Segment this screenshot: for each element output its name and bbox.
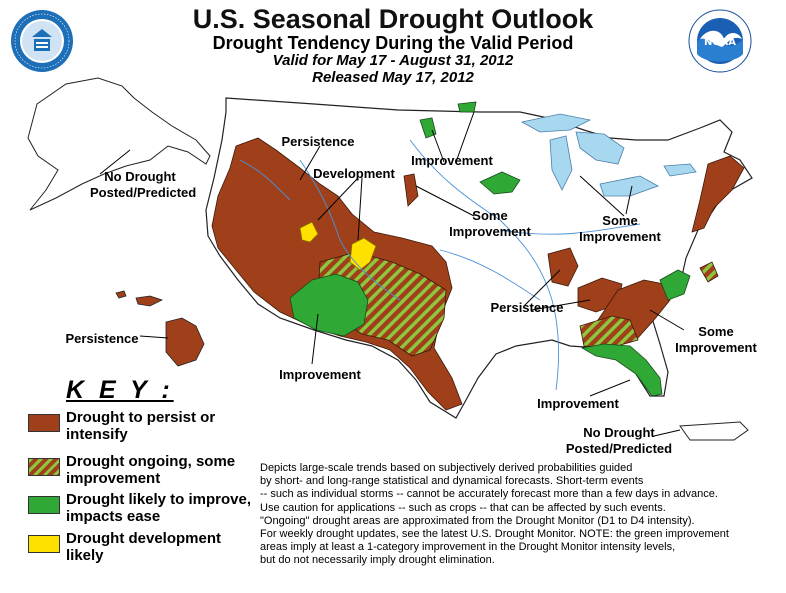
legend-persist-line2: intensify [66, 426, 128, 443]
map-subtitle: Drought Tendency During the Valid Period [212, 33, 574, 53]
valid-period: Valid for May 17 - August 31, 2012 [272, 52, 514, 69]
central-some-improvement-label: Some Improvement [440, 208, 540, 240]
great-lakes [520, 113, 697, 197]
legend-some-improvement-line2: improvement [66, 470, 161, 487]
map-title: U.S. Seasonal Drought Outlook [192, 4, 594, 34]
fl-improvement-label: Improvement [537, 396, 619, 411]
release-date: Released May 17, 2012 [312, 69, 474, 86]
se-some-improvement-label: Some Improvement [666, 324, 766, 356]
legend-some-improvement-line1: Drought ongoing, some [66, 453, 236, 470]
se-label-line2: Improvement [675, 340, 757, 355]
legend-heading: K E Y : [66, 376, 174, 404]
development-label: Development [313, 166, 395, 181]
legend-development-line2: likely [66, 547, 104, 564]
legend-label-development: Drought development likely [66, 530, 221, 564]
drought-some-improvement-areas [317, 251, 719, 357]
noaa-wordmark: NOAA [704, 37, 736, 48]
north-improvement-label: Improvement [411, 153, 493, 168]
drought-improve-areas [289, 101, 691, 397]
legend-label-improve: Drought likely to improve, impacts ease [66, 491, 251, 525]
legend-development-line1: Drought development [66, 530, 222, 547]
se-label-line1: Some [698, 324, 734, 339]
central-label-line1: Some [472, 208, 508, 223]
hawaii-region [115, 290, 205, 367]
legend-label-some-improvement: Drought ongoing, some improvement [66, 453, 235, 487]
description-line: by short- and long-range statistical and… [260, 475, 644, 488]
sw-improvement-label: Improvement [279, 367, 361, 382]
legend-improve-line2: impacts ease [66, 508, 161, 525]
nw-persistence-label: Persistence [281, 134, 355, 149]
description-line: areas imply at least a 1-category improv… [260, 541, 676, 554]
legend-swatch-development [28, 535, 60, 553]
legend-swatch-persist [28, 414, 60, 432]
drought-development-areas [299, 221, 377, 271]
map-description: Depicts large-scale trends based on subj… [260, 462, 729, 568]
hawaii-label: Persistence [65, 331, 139, 346]
puerto-rico-label: No Drought Posted/Predicted [554, 425, 684, 457]
central-label-line2: Improvement [449, 224, 531, 239]
legend-swatch-some-improvement [28, 458, 60, 476]
alaska-label: No Drought Posted/Predicted [90, 169, 197, 201]
alaska-label-line1: No Drought [104, 169, 176, 184]
alaska-label-line2: Posted/Predicted [90, 185, 197, 200]
rivers [239, 139, 641, 391]
lakes-some-improvement-label: Some Improvement [570, 213, 670, 245]
se-persistence-label: Persistence [490, 300, 564, 315]
pr-label-line2: Posted/Predicted [565, 441, 673, 456]
noaa-logo: NOAA [688, 9, 752, 73]
description-line: -- such as individual storms -- cannot b… [260, 488, 718, 501]
pr-label-line1: No Drought [583, 425, 655, 440]
lakes-label-line2: Improvement [579, 229, 661, 244]
description-line: "Ongoing" drought areas are approximated… [260, 514, 695, 527]
legend-improve-line1: Drought likely to improve, [66, 491, 252, 508]
description-line: but do not necessarily imply drought eli… [260, 554, 495, 567]
description-line: Depicts large-scale trends based on subj… [260, 462, 633, 474]
alaska-region [27, 77, 211, 211]
legend-persist-line1: Drought to persist or [66, 409, 216, 426]
description-line: Use caution for applications -- such as … [260, 501, 666, 514]
puerto-rico-region [679, 421, 749, 441]
description-line: For weekly drought updates, see the late… [260, 528, 729, 541]
legend-label-persist: Drought to persist or intensify [66, 409, 215, 443]
label-leader-lines [99, 111, 685, 437]
legend-swatch-improve [28, 496, 60, 514]
commerce-seal-logo [11, 10, 73, 72]
lakes-label-line1: Some [602, 213, 638, 228]
